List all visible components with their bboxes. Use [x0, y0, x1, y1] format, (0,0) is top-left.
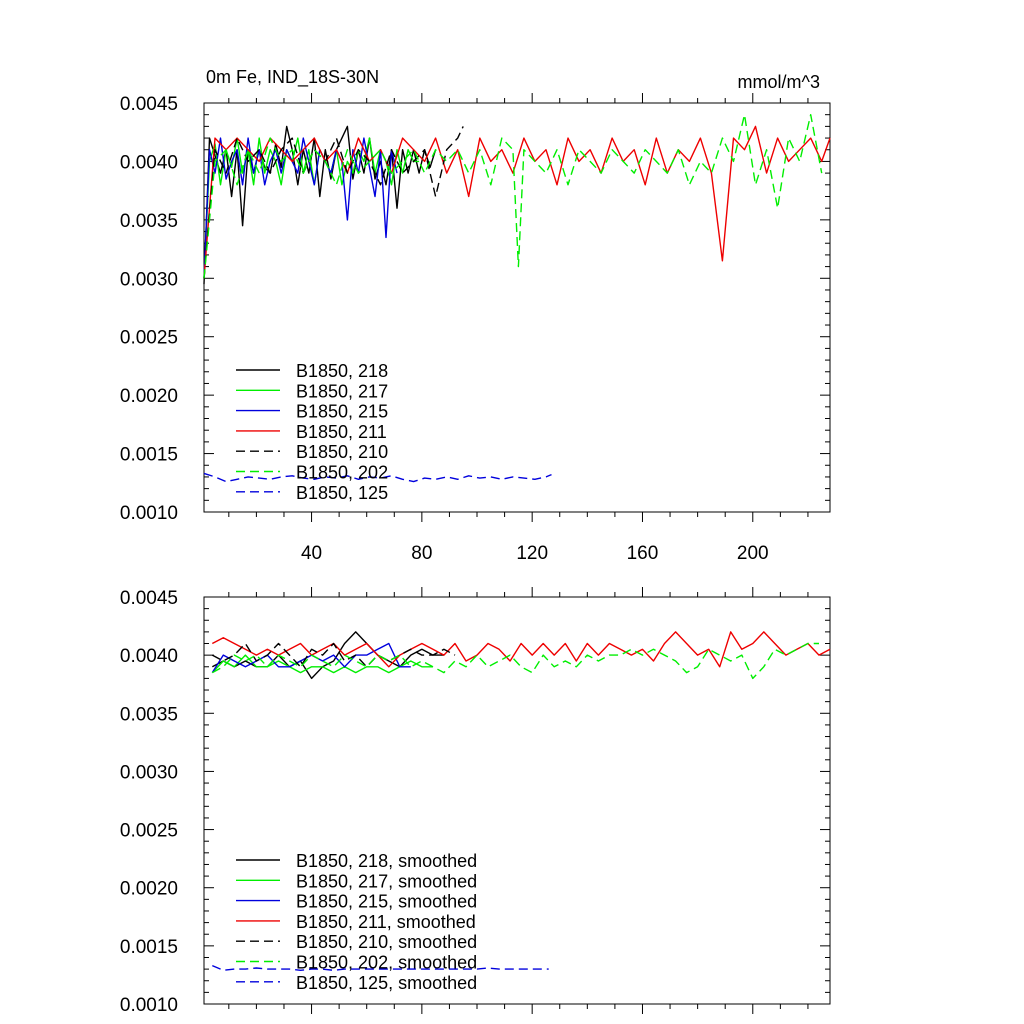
legend-label: B1850, 211 — [296, 422, 387, 442]
y-tick-label: 0.0030 — [120, 269, 178, 290]
legend-label: B1850, 218 — [296, 361, 388, 381]
series-line-5 — [211, 642, 456, 668]
series-line-3 — [203, 137, 398, 279]
legend-label: B1850, 215, smoothed — [296, 892, 477, 912]
y-tick-label: 0.0015 — [120, 445, 178, 466]
y-tick-label: 0.0045 — [120, 588, 178, 609]
legend-label: B1850, 217, smoothed — [296, 871, 477, 891]
series-line-4 — [203, 125, 831, 279]
x-tick-label: 160 — [627, 543, 659, 564]
y-tick-label: 0.0040 — [120, 152, 178, 173]
plot-frame — [203, 596, 831, 1005]
legend-label: B1850, 202 — [296, 463, 388, 483]
y-axis: 0.0010 0.0015 0.0020 0.0025 0.0030 0.0035 0.00… — [120, 588, 830, 1016]
figure-title: 0m Fe, IND_18S-30N — [206, 67, 379, 88]
y-tick-label: 0.0010 — [120, 995, 178, 1016]
y-tick-label: 0.0030 — [120, 762, 178, 783]
y-tick-label: 0.0015 — [120, 937, 178, 958]
series-line-4 — [211, 631, 831, 668]
x-axis: 40 80 120 160 200 — [228, 93, 809, 564]
series-line-2 — [211, 654, 433, 674]
legend-label: B1850, 211, smoothed — [296, 912, 476, 932]
series-line-6 — [211, 642, 819, 680]
x-tick-label: 40 — [301, 543, 322, 564]
series-line-7 — [203, 472, 552, 483]
y-tick-label: 0.0035 — [120, 211, 178, 232]
legend-label: B1850, 218, smoothed — [296, 851, 477, 871]
series-line-6 — [203, 113, 823, 279]
legend-label: B1850, 217 — [296, 381, 388, 401]
y-tick-label: 0.0025 — [120, 821, 178, 842]
units-label: mmol/m^3 — [738, 72, 820, 92]
series-line-5 — [203, 126, 464, 279]
x-tick-label: 200 — [737, 543, 769, 564]
panel-top: 0.0010 0.0015 0.0020 0.0025 0.0030 0.0035 0.00… — [120, 93, 831, 564]
x-axis — [228, 587, 809, 1014]
legend-label: B1850, 210 — [296, 442, 388, 462]
legend-label: B1850, 210, smoothed — [296, 932, 477, 952]
legend-label: B1850, 125, smoothed — [296, 973, 477, 993]
x-tick-label: 80 — [411, 543, 432, 564]
y-tick-label: 0.0045 — [120, 94, 178, 115]
y-tick-label: 0.0020 — [120, 879, 178, 900]
legend-label: B1850, 202, smoothed — [296, 953, 477, 973]
x-tick-label: 120 — [516, 543, 548, 564]
y-axis: 0.0010 0.0015 0.0020 0.0025 0.0030 0.0035 0.00… — [120, 94, 830, 524]
series-line-1 — [211, 631, 444, 680]
y-tick-label: 0.0040 — [120, 646, 178, 667]
legend-label: B1850, 125 — [296, 483, 388, 503]
y-tick-label: 0.0035 — [120, 704, 178, 725]
y-tick-label: 0.0020 — [120, 386, 178, 407]
y-tick-label: 0.0025 — [120, 328, 178, 349]
series-line-7 — [212, 964, 549, 971]
legend-label: B1850, 215 — [296, 402, 388, 422]
y-tick-label: 0.0010 — [120, 503, 178, 524]
panel-bottom: 0.0010 0.0015 0.0020 0.0025 0.0030 0.0035 0.00… — [120, 587, 831, 1016]
series-line-1 — [203, 125, 437, 285]
plot-frame — [203, 102, 831, 513]
